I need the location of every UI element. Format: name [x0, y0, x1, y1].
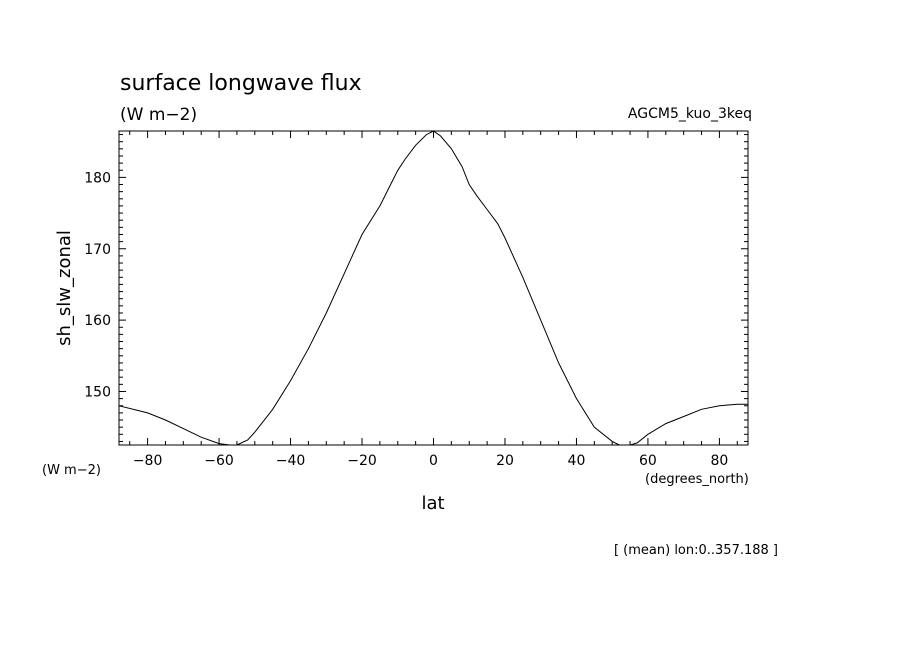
x-tick-label: 80	[710, 453, 728, 469]
y-axis-label: sh_slw_zonal	[54, 230, 75, 346]
x-tick-label: −60	[204, 453, 234, 469]
x-tick-label: −40	[276, 453, 306, 469]
x-tick-label: −80	[133, 453, 163, 469]
series-line	[118, 130, 748, 446]
x-tick-label: 40	[568, 453, 586, 469]
model-label: AGCM5_kuo_3keq	[628, 106, 752, 122]
y-tick-label: 160	[84, 313, 111, 329]
x-tick-label: 20	[496, 453, 514, 469]
minor-ticks	[119, 131, 748, 445]
footnote: [ (mean) lon:0..357.188 ]	[614, 543, 778, 558]
x-axis-label: lat	[421, 493, 444, 514]
x-tick-label: 60	[639, 453, 657, 469]
y-tick-label: 150	[84, 384, 111, 400]
y-axis-units: (W m−2)	[42, 463, 101, 478]
y-axis: 150 160 170 180	[84, 170, 748, 400]
x-axis-units: (degrees_north)	[645, 472, 749, 487]
x-axis: −80 −60 −40 −20 0 20 40 60 80	[133, 131, 728, 469]
y-tick-label: 170	[84, 242, 111, 258]
x-tick-label: 0	[429, 453, 438, 469]
plot-frame	[118, 130, 749, 446]
x-tick-label: −20	[347, 453, 377, 469]
chart-subtitle: (W m−2)	[120, 105, 197, 125]
chart-title: surface longwave flux	[120, 71, 362, 96]
y-tick-label: 180	[84, 170, 111, 186]
